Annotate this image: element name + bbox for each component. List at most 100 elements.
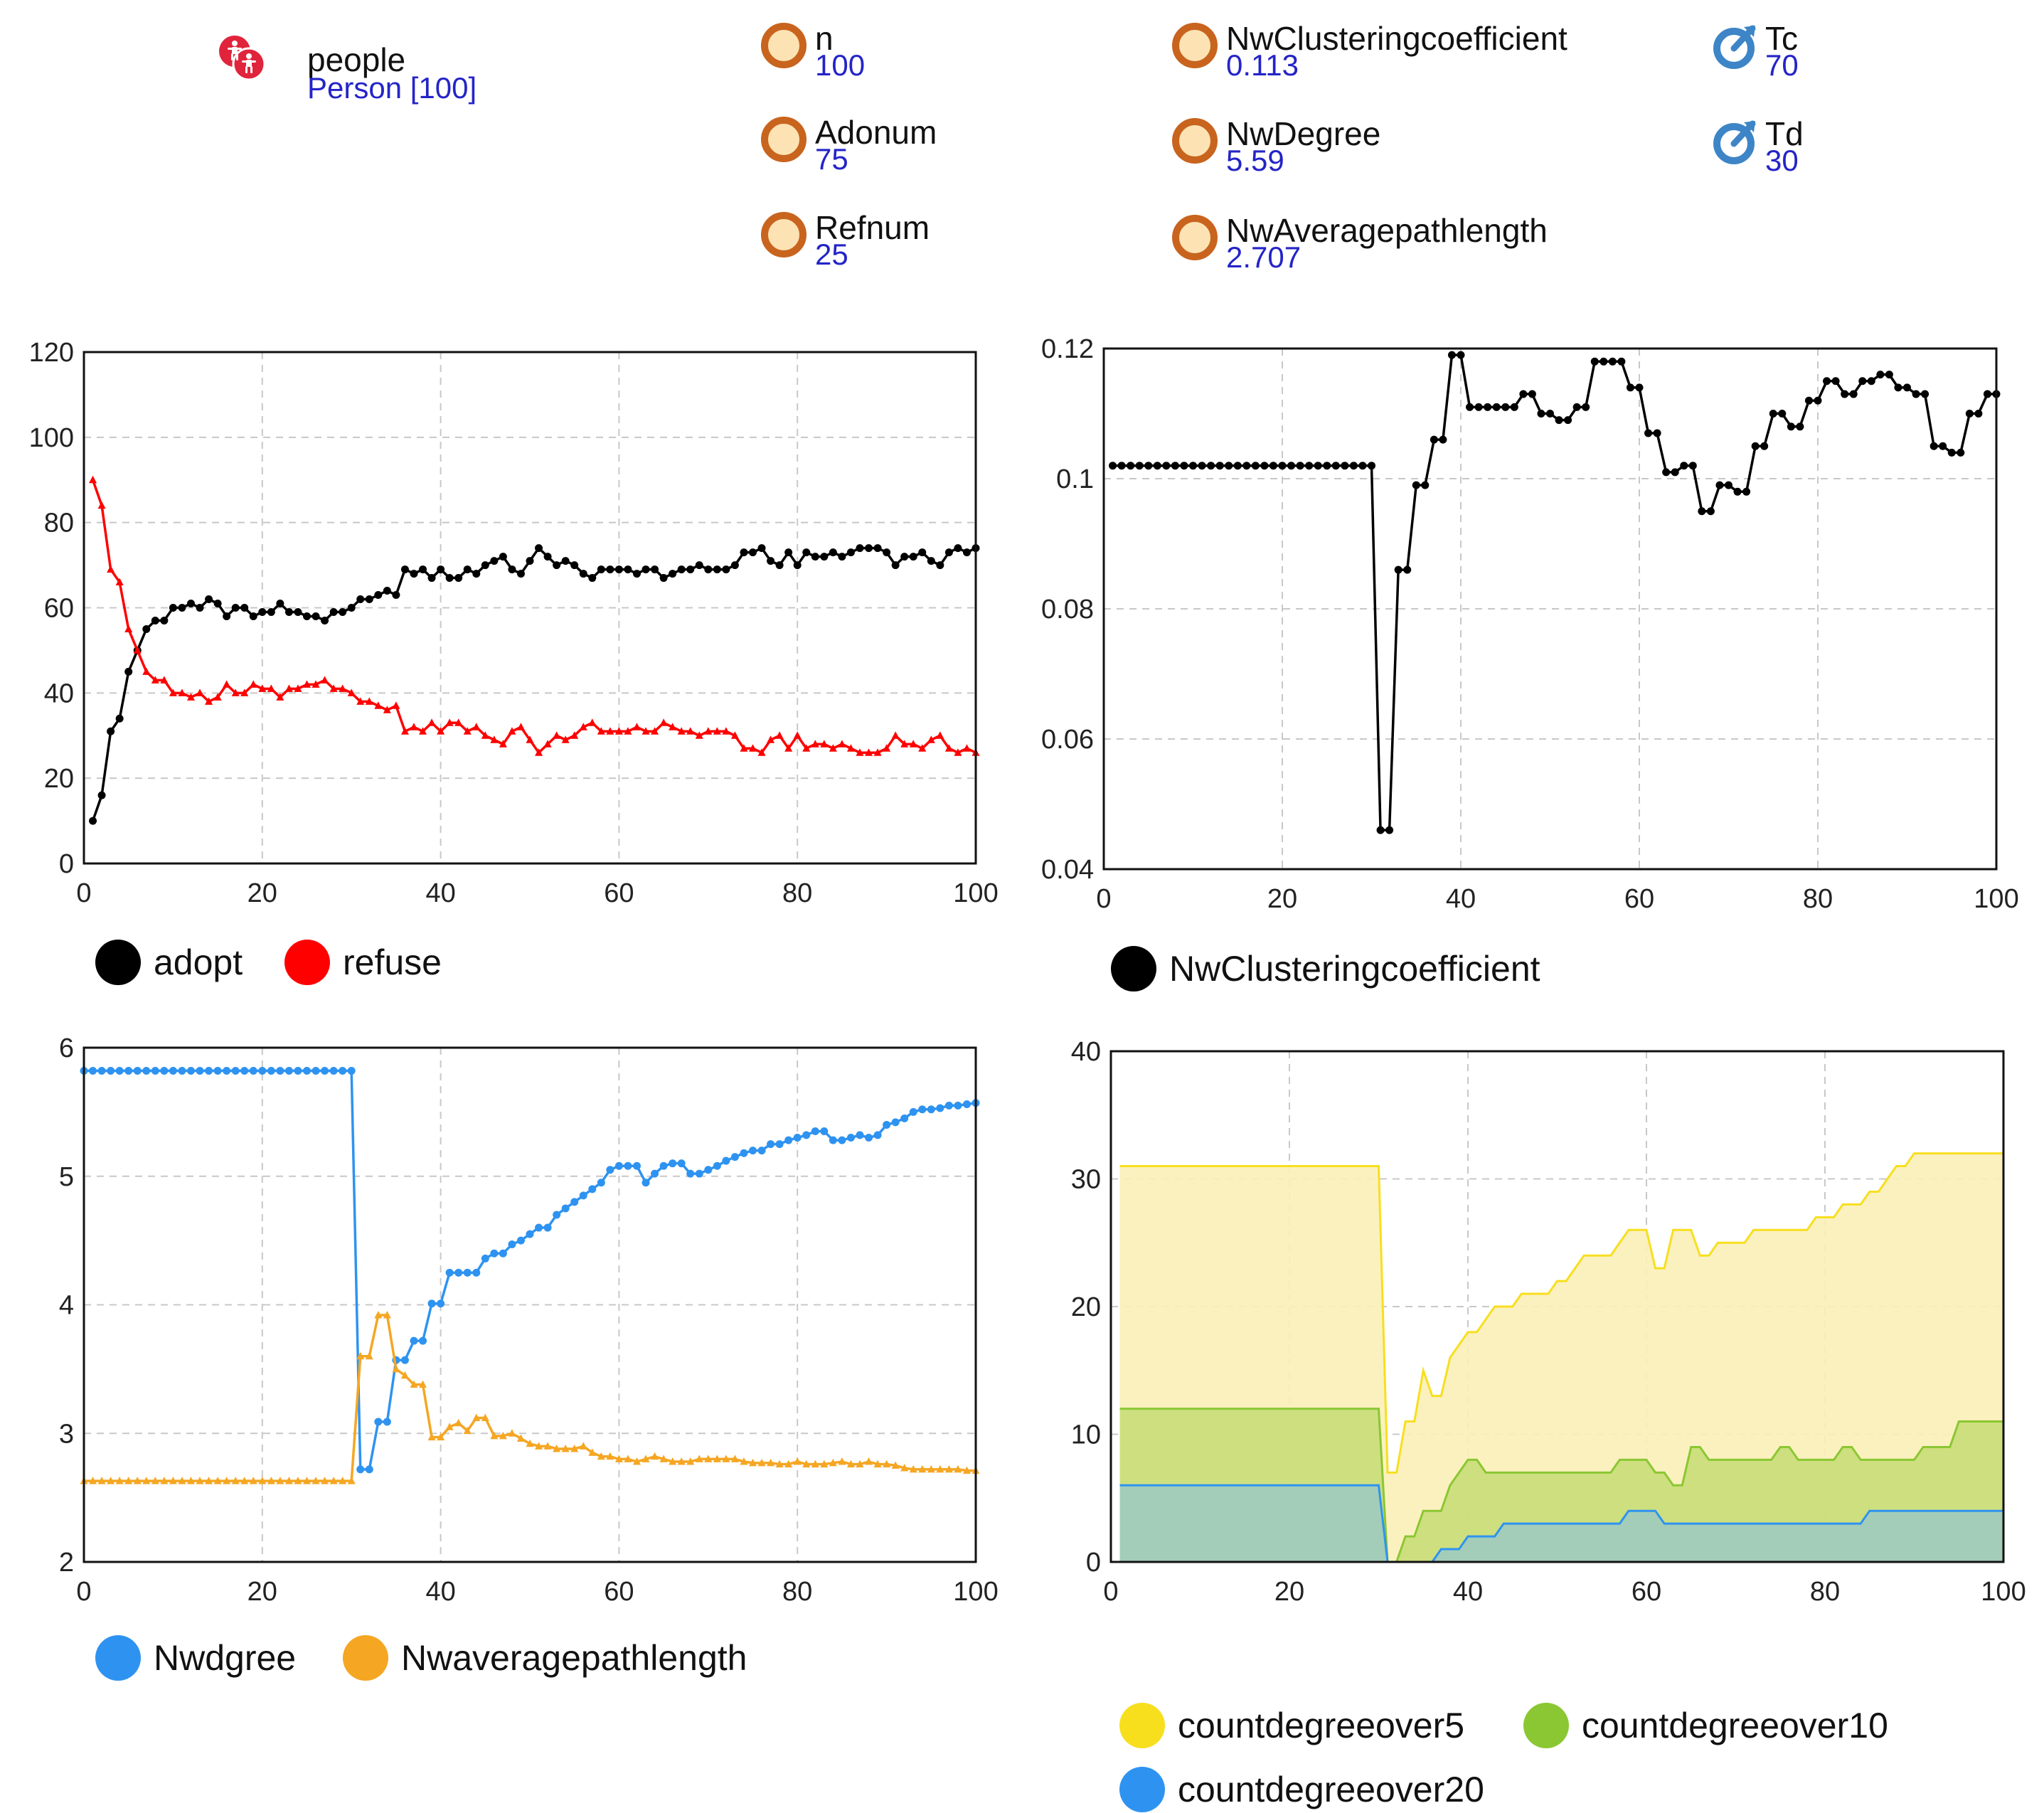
data-point <box>223 1477 231 1484</box>
parameter-value: 100 <box>815 48 866 82</box>
data-point <box>223 1067 231 1075</box>
x-tick-label: 100 <box>1981 1577 2026 1607</box>
legend-item-refuse[interactable]: refuse <box>284 940 442 985</box>
data-point <box>579 1442 587 1450</box>
data-point <box>1599 357 1608 366</box>
data-point <box>97 791 106 799</box>
data-point <box>686 1169 695 1178</box>
data-point <box>508 565 516 574</box>
y-tick-label: 20 <box>1071 1292 1101 1322</box>
data-point <box>508 1429 516 1437</box>
x-tick-label: 0 <box>76 878 91 908</box>
data-point <box>579 1191 587 1200</box>
legend-item-NwClusteringcoefficient[interactable]: NwClusteringcoefficient <box>1111 946 1540 991</box>
data-point <box>499 740 507 748</box>
data-point <box>1403 565 1412 574</box>
data-point <box>383 587 391 595</box>
data-point <box>97 1067 106 1075</box>
data-point <box>811 553 819 561</box>
data-point <box>392 1364 400 1373</box>
data-point <box>873 1131 882 1139</box>
data-point <box>169 1067 177 1075</box>
data-point <box>419 565 427 574</box>
data-point <box>427 1299 436 1308</box>
data-point <box>133 1067 142 1075</box>
data-point <box>962 1466 971 1474</box>
data-point <box>632 1457 641 1465</box>
data-point <box>490 735 499 743</box>
data-point <box>944 548 953 557</box>
data-point <box>383 1418 391 1426</box>
data-point <box>374 591 383 600</box>
data-point <box>258 607 267 616</box>
legend-item-countdegreeover20[interactable]: countdegreeover20 <box>1119 1767 1484 1812</box>
data-point <box>1189 462 1197 470</box>
data-point <box>722 727 730 735</box>
event-name: Tc <box>1765 20 1798 57</box>
data-point <box>1439 435 1447 444</box>
x-tick-label: 60 <box>1624 884 1654 914</box>
data-point <box>543 1442 552 1450</box>
legend-item-countdegreeover10[interactable]: countdegreeover10 <box>1523 1703 1888 1748</box>
data-point <box>936 1464 944 1473</box>
data-point <box>713 1161 721 1170</box>
data-point <box>597 565 605 574</box>
data-point <box>1162 462 1171 470</box>
data-point <box>883 1460 891 1468</box>
data-point <box>356 1351 365 1360</box>
data-point <box>936 1104 944 1112</box>
data-point <box>1814 396 1822 405</box>
data-point <box>1894 383 1902 392</box>
legend-item-Nwdgree[interactable]: Nwdgree <box>95 1635 296 1681</box>
data-point <box>400 1356 409 1364</box>
data-point <box>873 748 882 756</box>
people-icon <box>219 36 266 81</box>
data-point <box>329 684 338 692</box>
data-point <box>624 565 632 574</box>
data-point <box>356 1465 365 1474</box>
y-tick-label: 4 <box>59 1291 74 1321</box>
data-point <box>704 727 713 735</box>
data-point <box>865 1457 873 1465</box>
data-point <box>160 1477 169 1484</box>
legend-item-countdegreeover5[interactable]: countdegreeover5 <box>1119 1703 1464 1748</box>
data-point <box>570 1444 579 1452</box>
parameter-value: 75 <box>815 142 848 176</box>
data-point <box>329 1477 338 1484</box>
legend-item-Nwaveragepathlength[interactable]: Nwaveragepathlength <box>343 1635 747 1681</box>
y-tick-label: 0.06 <box>1041 725 1094 755</box>
series-line-adopt <box>91 546 976 822</box>
data-point <box>1947 448 1956 457</box>
data-point <box>196 1067 204 1075</box>
data-point <box>1117 462 1126 470</box>
x-tick-label: 40 <box>1446 884 1476 914</box>
data-point <box>276 600 284 608</box>
data-point <box>365 1465 373 1474</box>
data-point <box>686 565 695 574</box>
parameter-icon <box>1172 215 1218 260</box>
data-point <box>704 1166 713 1174</box>
data-point <box>722 565 730 574</box>
data-point <box>231 1477 240 1484</box>
data-point <box>1260 462 1269 470</box>
legend-item-adopt[interactable]: adopt <box>95 940 243 985</box>
legend-swatch <box>1523 1703 1569 1748</box>
data-point <box>1885 371 1893 379</box>
data-point <box>918 744 927 752</box>
data-point <box>1385 826 1394 834</box>
data-point <box>1144 462 1153 470</box>
data-point <box>918 1464 927 1473</box>
data-point <box>535 748 543 756</box>
data-point <box>775 1140 784 1149</box>
data-point <box>1225 462 1233 470</box>
data-point <box>677 565 686 574</box>
data-point <box>205 595 213 604</box>
data-point <box>561 557 570 565</box>
data-point <box>909 1107 917 1116</box>
data-point <box>142 1067 151 1075</box>
data-point <box>1341 462 1349 470</box>
data-point <box>954 748 962 756</box>
data-point <box>231 688 240 696</box>
data-point <box>1974 410 1983 418</box>
data-point <box>178 688 186 696</box>
